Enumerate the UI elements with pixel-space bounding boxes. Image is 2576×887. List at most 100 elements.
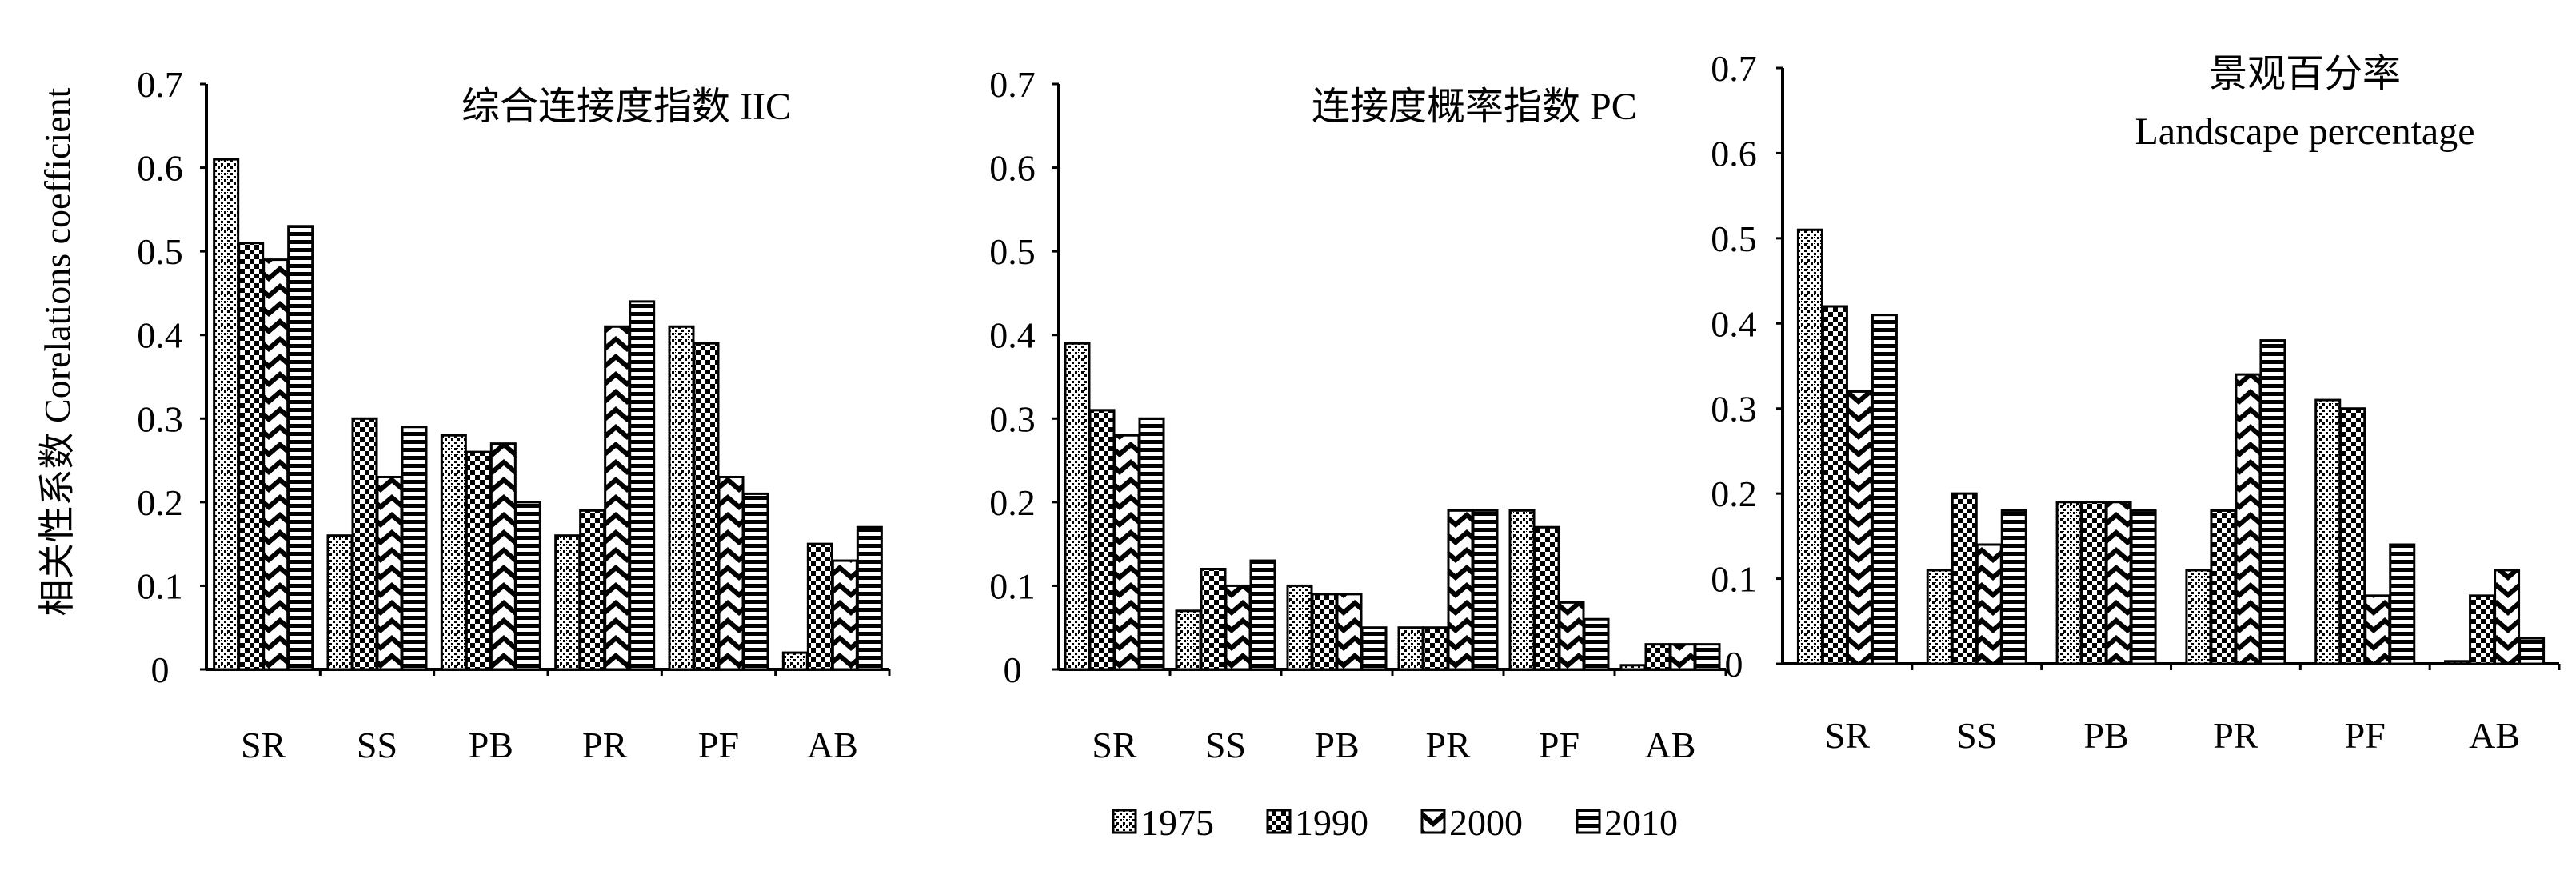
category-label-SR: SR: [241, 725, 286, 765]
category-label-SS: SS: [1205, 725, 1246, 765]
y-tick-label: 0.2: [989, 482, 1036, 523]
bar-SR-1975: [1064, 342, 1091, 671]
category-label-PB: PB: [2083, 715, 2128, 756]
legend: 1975 1990 2000 2010: [1112, 802, 1678, 843]
bar-PR-2010: [629, 300, 656, 671]
y-tick-group: 0 0.1 0.2 0.3 0.4 0.5 0.6 0.7: [137, 64, 206, 690]
bar-group: [213, 158, 883, 671]
bar-PR-2000: [1447, 509, 1474, 671]
y-tick-label: 0.4: [1711, 303, 1757, 344]
bar-PF-1975: [668, 325, 695, 671]
bar-PR-2000: [604, 325, 631, 671]
y-tick-label: 0.4: [989, 315, 1036, 356]
bar-PB-2010: [2130, 509, 2157, 665]
category-labels: SR SS PB PR PF AB: [1092, 725, 1695, 765]
y-tick-label: 0.2: [1711, 473, 1757, 514]
y-tick-label: 0: [1725, 644, 1743, 685]
category-label-PF: PF: [2345, 715, 2386, 756]
category-label-SR: SR: [1092, 725, 1137, 765]
y-tick-label: 0.7: [1711, 48, 1757, 89]
y-tick-label: 0.3: [137, 398, 183, 439]
bar-PB-2000: [2105, 501, 2132, 665]
bar-SS-1975: [326, 534, 353, 671]
legend-label-2000: 2000: [1449, 802, 1523, 843]
legend-label-1975: 1975: [1140, 802, 1214, 843]
bar-SR-2010: [1138, 417, 1165, 671]
bar-PF-2000: [2364, 594, 2391, 665]
bar-PF-1990: [1533, 525, 1560, 671]
bar-PR-1975: [1397, 626, 1424, 671]
bar-SS-1975: [1926, 569, 1953, 665]
category-label-PB: PB: [1314, 725, 1359, 765]
bar-AB-2010: [2518, 637, 2546, 665]
y-tick-label: 0.1: [137, 565, 183, 606]
category-label-PR: PR: [582, 725, 628, 765]
bar-AB-1975: [1619, 664, 1647, 671]
bar-PF-2010: [742, 492, 769, 671]
chart-panel-landscape-percentage: 0 0.1 0.2 0.3 0.4 0.5 0.6 0.7 SR SS PB PR PF AB 景观百分…: [1711, 48, 2561, 756]
chart-subtitle: Landscape percentage: [2135, 110, 2474, 153]
bar-SR-1990: [1821, 305, 1848, 665]
bar-PR-2010: [2259, 339, 2286, 665]
bar-SS-1990: [351, 417, 378, 671]
y-tick-label: 0.4: [137, 315, 183, 356]
bar-AB-1990: [806, 542, 833, 671]
bar-PB-1990: [465, 450, 492, 671]
bar-AB-2010: [856, 525, 883, 671]
bar-SR-2010: [1871, 314, 1898, 665]
bar-PB-2000: [1336, 593, 1363, 671]
category-label-SS: SS: [1956, 715, 1997, 756]
bar-PR-1975: [2185, 569, 2212, 665]
bar-AB-2000: [831, 559, 858, 671]
y-tick-label: 0.6: [989, 148, 1036, 189]
category-label-PF: PF: [698, 725, 739, 765]
bar-SR-2000: [1113, 434, 1140, 671]
bar-PF-2000: [717, 475, 745, 671]
bar-PB-1975: [2055, 501, 2083, 665]
category-label-PR: PR: [1425, 725, 1471, 765]
bar-AB-1990: [2469, 594, 2496, 665]
bar-PR-2010: [1472, 509, 1499, 671]
legend-swatch-2000: [1420, 809, 1446, 834]
bar-PB-2010: [1360, 626, 1388, 671]
bar-PB-2010: [514, 501, 541, 671]
category-label-AB: AB: [807, 725, 858, 765]
bar-SR-2000: [262, 258, 290, 671]
category-label-SS: SS: [357, 725, 397, 765]
bar-group: [1796, 228, 2546, 665]
bar-PF-2000: [1558, 601, 1585, 671]
y-tick-group: 0 0.1 0.2 0.3 0.4 0.5 0.6 0.7: [989, 64, 1059, 690]
bar-SR-1990: [1088, 409, 1116, 671]
y-tick-label: 0.3: [1711, 389, 1757, 430]
y-tick-label: 0.3: [989, 398, 1036, 439]
bar-AB-1990: [1644, 643, 1671, 671]
y-tick-label: 0.7: [137, 64, 183, 105]
legend-swatch-1975: [1112, 809, 1137, 834]
legend-swatch-2010: [1576, 809, 1601, 834]
bar-PB-2000: [489, 442, 517, 671]
bar-SR-1990: [238, 242, 265, 671]
category-label-PF: PF: [1539, 725, 1580, 765]
bar-AB-2000: [2494, 569, 2521, 665]
chart-title: 连接度概率指数 PC: [1312, 86, 1637, 128]
bar-PB-1990: [2080, 501, 2107, 665]
bar-PR-2000: [2235, 373, 2262, 665]
bar-SR-2000: [1846, 390, 1873, 665]
category-label-SR: SR: [1825, 715, 1871, 756]
y-tick-label: 0: [1004, 649, 1022, 690]
bar-SS-2000: [376, 475, 403, 671]
legend-swatch-1990: [1266, 809, 1292, 834]
y-tick-label: 0: [151, 649, 170, 690]
bar-SR-1975: [1796, 228, 1823, 665]
y-tick-label: 0.5: [137, 231, 183, 272]
bar-AB-1975: [2444, 660, 2471, 665]
category-label-AB: AB: [1645, 725, 1696, 765]
bar-SS-1990: [1951, 492, 1978, 665]
bar-PF-1975: [2314, 398, 2342, 665]
bar-SS-2000: [1224, 584, 1252, 671]
y-tick-label: 0.6: [1711, 133, 1757, 174]
bar-AB-2000: [1669, 643, 1696, 671]
bar-PR-1990: [2210, 509, 2237, 665]
x-tick-group: [1168, 669, 1727, 676]
